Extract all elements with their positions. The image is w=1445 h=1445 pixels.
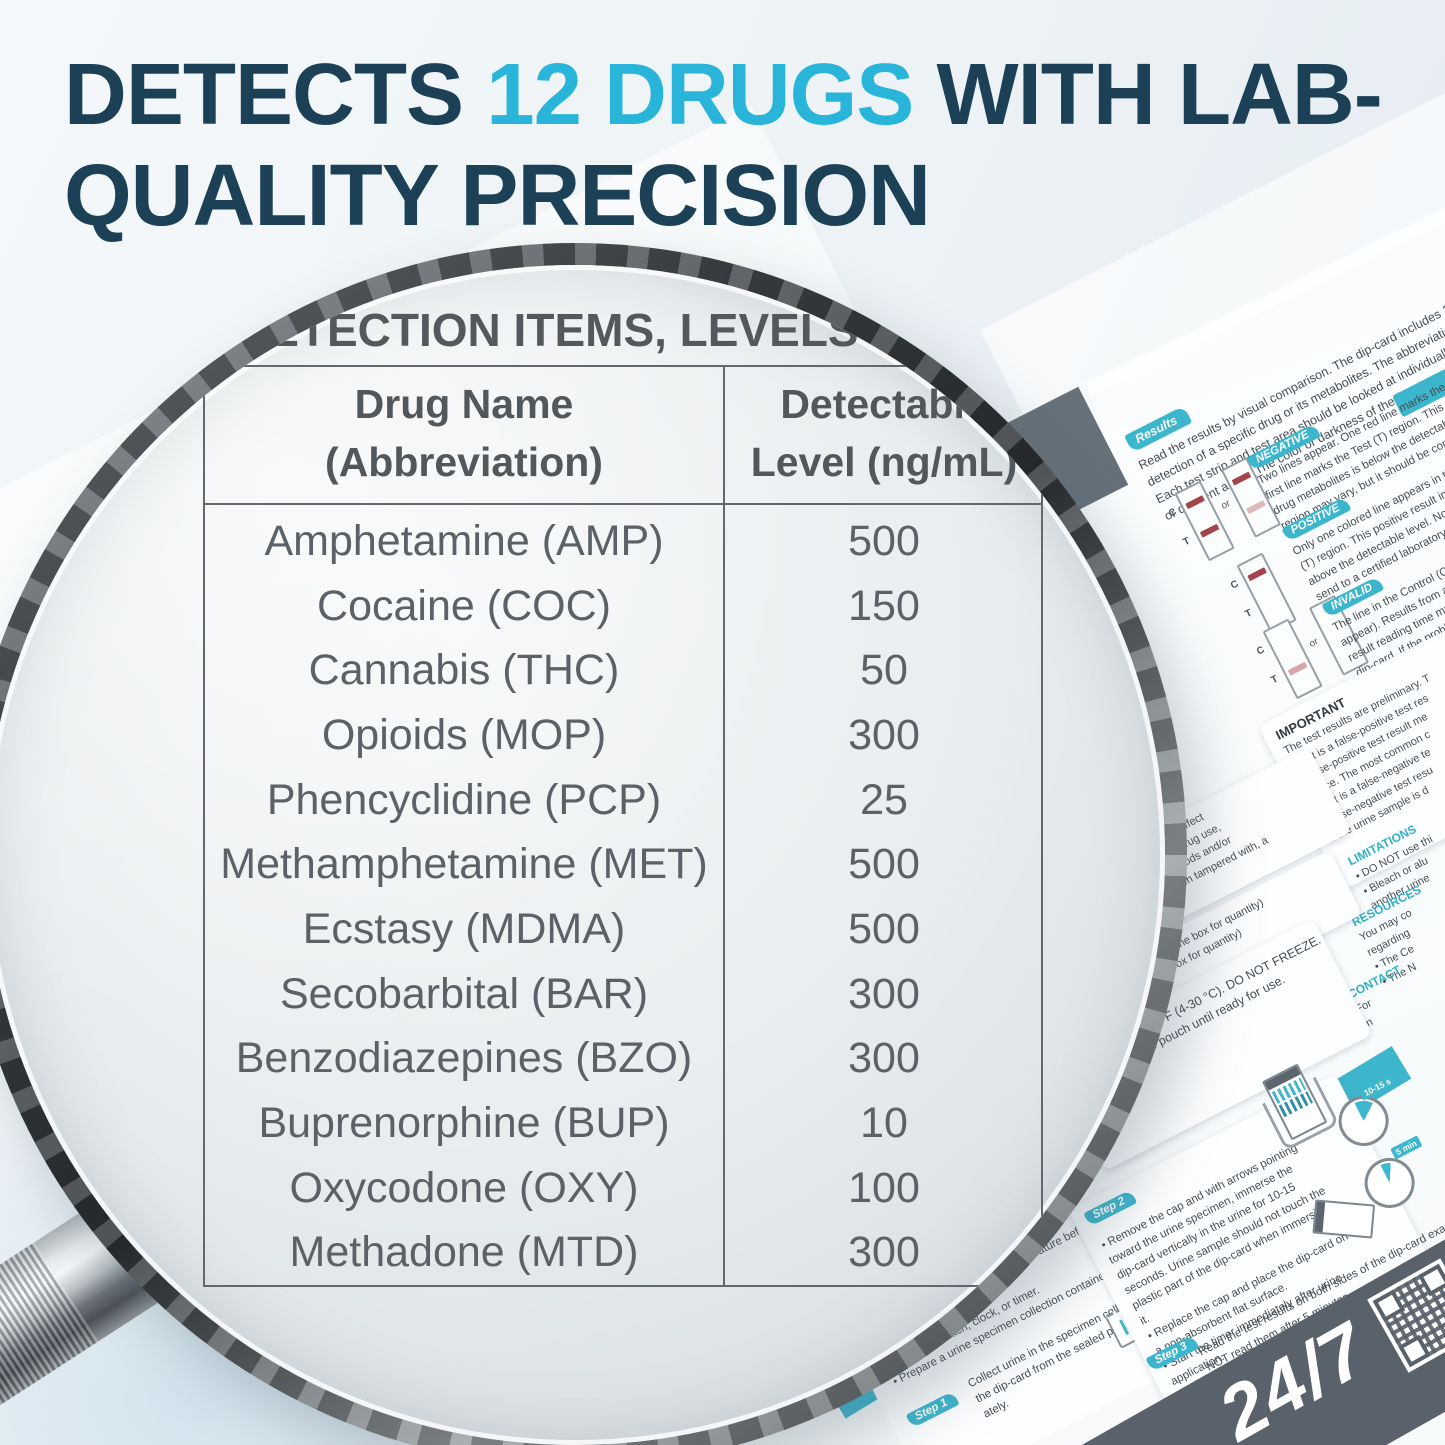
- step1-badge: Step 1: [905, 1391, 960, 1429]
- headline-line-2: QUALITY PRECISION: [64, 147, 931, 244]
- table-header-rule: [203, 503, 1043, 505]
- table-row-level: 500: [848, 516, 920, 565]
- table-row-name: Oxycodone (OXY): [289, 1163, 639, 1212]
- table-top-rule: [203, 365, 1043, 367]
- table-row-name: Opioids (MOP): [321, 710, 607, 759]
- table-left-border: [203, 365, 205, 1287]
- table-bottom-rule: [203, 1285, 1043, 1287]
- table-row-name: Methadone (MTD): [289, 1228, 639, 1277]
- table-row-name: Amphetamine (AMP): [264, 516, 664, 565]
- table-row-name: Methamphetamine (MET): [220, 840, 708, 889]
- table-row-level: 300: [848, 710, 920, 759]
- table-row-name: Ecstasy (MDMA): [302, 904, 626, 953]
- table-row-name: Cannabis (THC): [308, 646, 620, 695]
- table-right-border: [1041, 365, 1043, 1287]
- page-title: DETECTS 12 DRUGS WITH LAB- QUALITY PRECI…: [64, 44, 1383, 246]
- table-row-level: 100: [848, 1163, 920, 1212]
- table-row-name: Secobarbital (BAR): [279, 969, 649, 1018]
- headline-highlight: 12 DRUGS: [486, 46, 914, 143]
- table-row-level: 300: [848, 969, 920, 1018]
- table-row-level: 300: [848, 1228, 920, 1277]
- table-row-level: 300: [848, 1034, 920, 1083]
- table-row-level: 50: [860, 646, 908, 695]
- table-row-name: Phencyclidine (PCP): [266, 775, 662, 824]
- headline-line-1: DETECTS 12 DRUGS WITH LAB-: [64, 46, 1383, 143]
- table-row-name: Cocaine (COC): [317, 581, 611, 630]
- table-row-level: 150: [848, 581, 920, 630]
- magnified-table-title: DETECTION ITEMS, LEVELS: [235, 304, 859, 356]
- table-row-name: Benzodiazepines (BZO): [235, 1034, 693, 1083]
- column-header-detectable-level: Detectable Level (ng/mL): [750, 381, 1018, 485]
- table-row-level: 500: [848, 840, 920, 889]
- column-header-drug-name: Drug Name (Abbreviation): [325, 381, 603, 485]
- table-row-level: 10: [860, 1099, 908, 1148]
- detectable-level-column: 500 150 50 300 25 500 500 300 300 10 100…: [725, 509, 1043, 1285]
- drug-name-column: Amphetamine (AMP) Cocaine (COC) Cannabis…: [205, 509, 723, 1285]
- table-row-level: 25: [860, 775, 908, 824]
- table-row-name: Buprenorphine (BUP): [258, 1099, 670, 1148]
- table-column-divider: [723, 365, 725, 1287]
- table-row-level: 500: [848, 904, 920, 953]
- magnifier-lens: DETECTION ITEMS, LEVELS Drug Name (Abbre…: [0, 265, 1165, 1445]
- qr-code: [1367, 1258, 1445, 1373]
